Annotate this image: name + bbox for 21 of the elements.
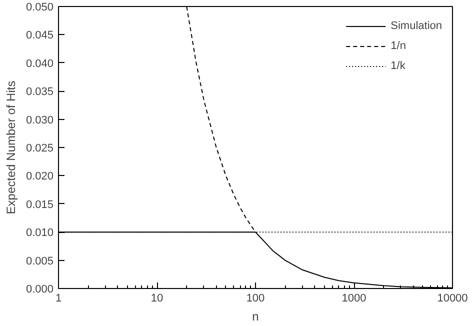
x-tick-label: 1000 [342, 292, 366, 304]
y-tick-label: 0.025 [26, 142, 54, 154]
legend-label: 1/n [390, 40, 407, 52]
y-tick-label: 0.030 [26, 114, 54, 126]
y-tick-label: 0.045 [26, 30, 54, 42]
legend-label: Simulation [390, 20, 442, 32]
x-axis-title: n [252, 310, 259, 324]
y-tick-label: 0.010 [26, 227, 54, 240]
y-tick-label: 0.005 [26, 255, 54, 268]
y-tick-label: 0.050 [26, 2, 54, 14]
y-axis-title: Expected Number of Hits [4, 80, 18, 214]
y-tick-label: 0.040 [26, 58, 54, 70]
legend-label: 1/k [390, 60, 406, 72]
y-tick-label: 0.020 [26, 170, 54, 183]
x-tick-label: 10000 [437, 292, 468, 304]
y-tick-label: 0.035 [26, 86, 54, 98]
x-tick-label: 1 [55, 292, 62, 304]
y-tick-label: 0.000 [26, 284, 54, 296]
y-tick-label: 0.015 [26, 198, 54, 211]
x-tick-label: 100 [246, 292, 265, 304]
x-tick-label: 10 [150, 292, 164, 304]
